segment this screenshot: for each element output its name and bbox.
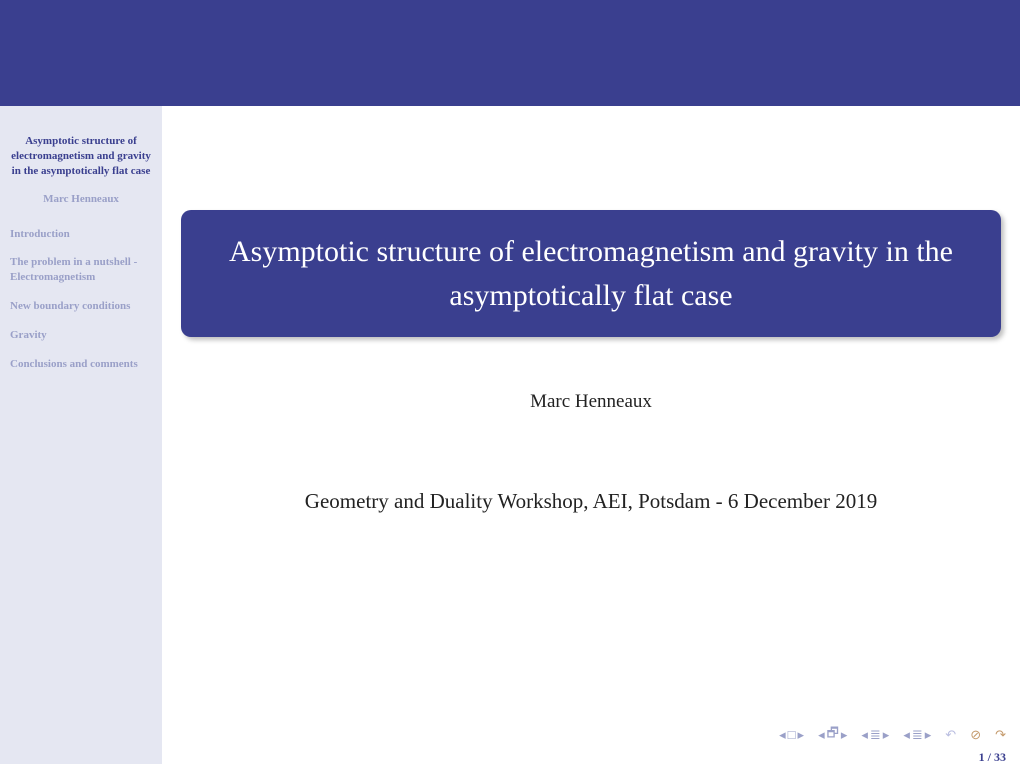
nav-prev-subsection[interactable]: ◂ ≣ ▸ bbox=[861, 727, 889, 743]
triangle-left-icon: ◂ bbox=[903, 727, 910, 743]
sidebar-item-label: Gravity bbox=[10, 329, 47, 341]
sidebar-author-text: Marc Henneaux bbox=[43, 193, 119, 205]
page-number: 1 / 33 bbox=[979, 750, 1006, 764]
sidebar-item-label: Introduction bbox=[10, 228, 70, 240]
sidebar-item-label: New boundary conditions bbox=[10, 300, 130, 312]
frame-icon: 🗗 bbox=[827, 724, 839, 746]
title-block: Asymptotic structure of electromagnetism… bbox=[181, 210, 1001, 337]
lower-region: Asymptotic structure of electromagnetism… bbox=[0, 106, 1020, 764]
nav-back[interactable]: ↶ bbox=[945, 727, 956, 743]
main-content: Asymptotic structure of electromagnetism… bbox=[162, 106, 1020, 764]
header-band bbox=[0, 0, 1020, 106]
venue-line: Geometry and Duality Workshop, AEI, Pots… bbox=[162, 489, 1020, 514]
triangle-right-icon: ▸ bbox=[883, 727, 890, 743]
slide-page: Asymptotic structure of electromagnetism… bbox=[0, 0, 1020, 764]
triangle-left-icon: ◂ bbox=[779, 727, 786, 743]
sidebar-item-label: Conclusions and comments bbox=[10, 358, 138, 370]
nav-next-subsection[interactable]: ◂ ≣ ▸ bbox=[903, 727, 931, 743]
lines-icon: ≣ bbox=[912, 727, 923, 743]
footer: ◂ □ ▸ ◂ 🗗 ▸ ◂ ≣ ▸ ◂ ≣ ▸ bbox=[162, 720, 1020, 764]
nav-forward[interactable]: ↷ bbox=[995, 727, 1006, 743]
triangle-right-icon: ▸ bbox=[798, 727, 805, 743]
triangle-right-icon: ▸ bbox=[841, 727, 848, 743]
nav-search[interactable]: ⊘ bbox=[970, 727, 981, 743]
sidebar-item-boundary-conditions[interactable]: New boundary conditions bbox=[6, 299, 156, 314]
sidebar: Asymptotic structure of electromagnetism… bbox=[0, 106, 162, 764]
triangle-left-icon: ◂ bbox=[861, 727, 868, 743]
square-icon: □ bbox=[788, 727, 796, 743]
slide-title: Asymptotic structure of electromagnetism… bbox=[205, 230, 977, 317]
nav-controls: ◂ □ ▸ ◂ 🗗 ▸ ◂ ≣ ▸ ◂ ≣ ▸ bbox=[779, 724, 1006, 746]
sidebar-item-conclusions[interactable]: Conclusions and comments bbox=[6, 357, 156, 372]
sidebar-item-introduction[interactable]: Introduction bbox=[6, 227, 156, 242]
sidebar-item-problem-nutshell[interactable]: The problem in a nutshell - Electromagne… bbox=[6, 255, 156, 285]
nav-prev-slide[interactable]: ◂ □ ▸ bbox=[779, 727, 804, 743]
sidebar-item-gravity[interactable]: Gravity bbox=[6, 328, 156, 343]
sidebar-item-label: The problem in a nutshell - Electromagne… bbox=[10, 256, 137, 283]
author-line: Marc Henneaux bbox=[530, 391, 652, 413]
sidebar-title: Asymptotic structure of electromagnetism… bbox=[6, 134, 156, 179]
triangle-right-icon: ▸ bbox=[925, 727, 932, 743]
nav-prev-section[interactable]: ◂ 🗗 ▸ bbox=[818, 724, 847, 746]
sidebar-author: Marc Henneaux bbox=[43, 193, 119, 205]
sidebar-title-text: Asymptotic structure of electromagnetism… bbox=[11, 135, 151, 177]
lines-icon: ≣ bbox=[870, 727, 881, 743]
triangle-left-icon: ◂ bbox=[818, 727, 825, 743]
